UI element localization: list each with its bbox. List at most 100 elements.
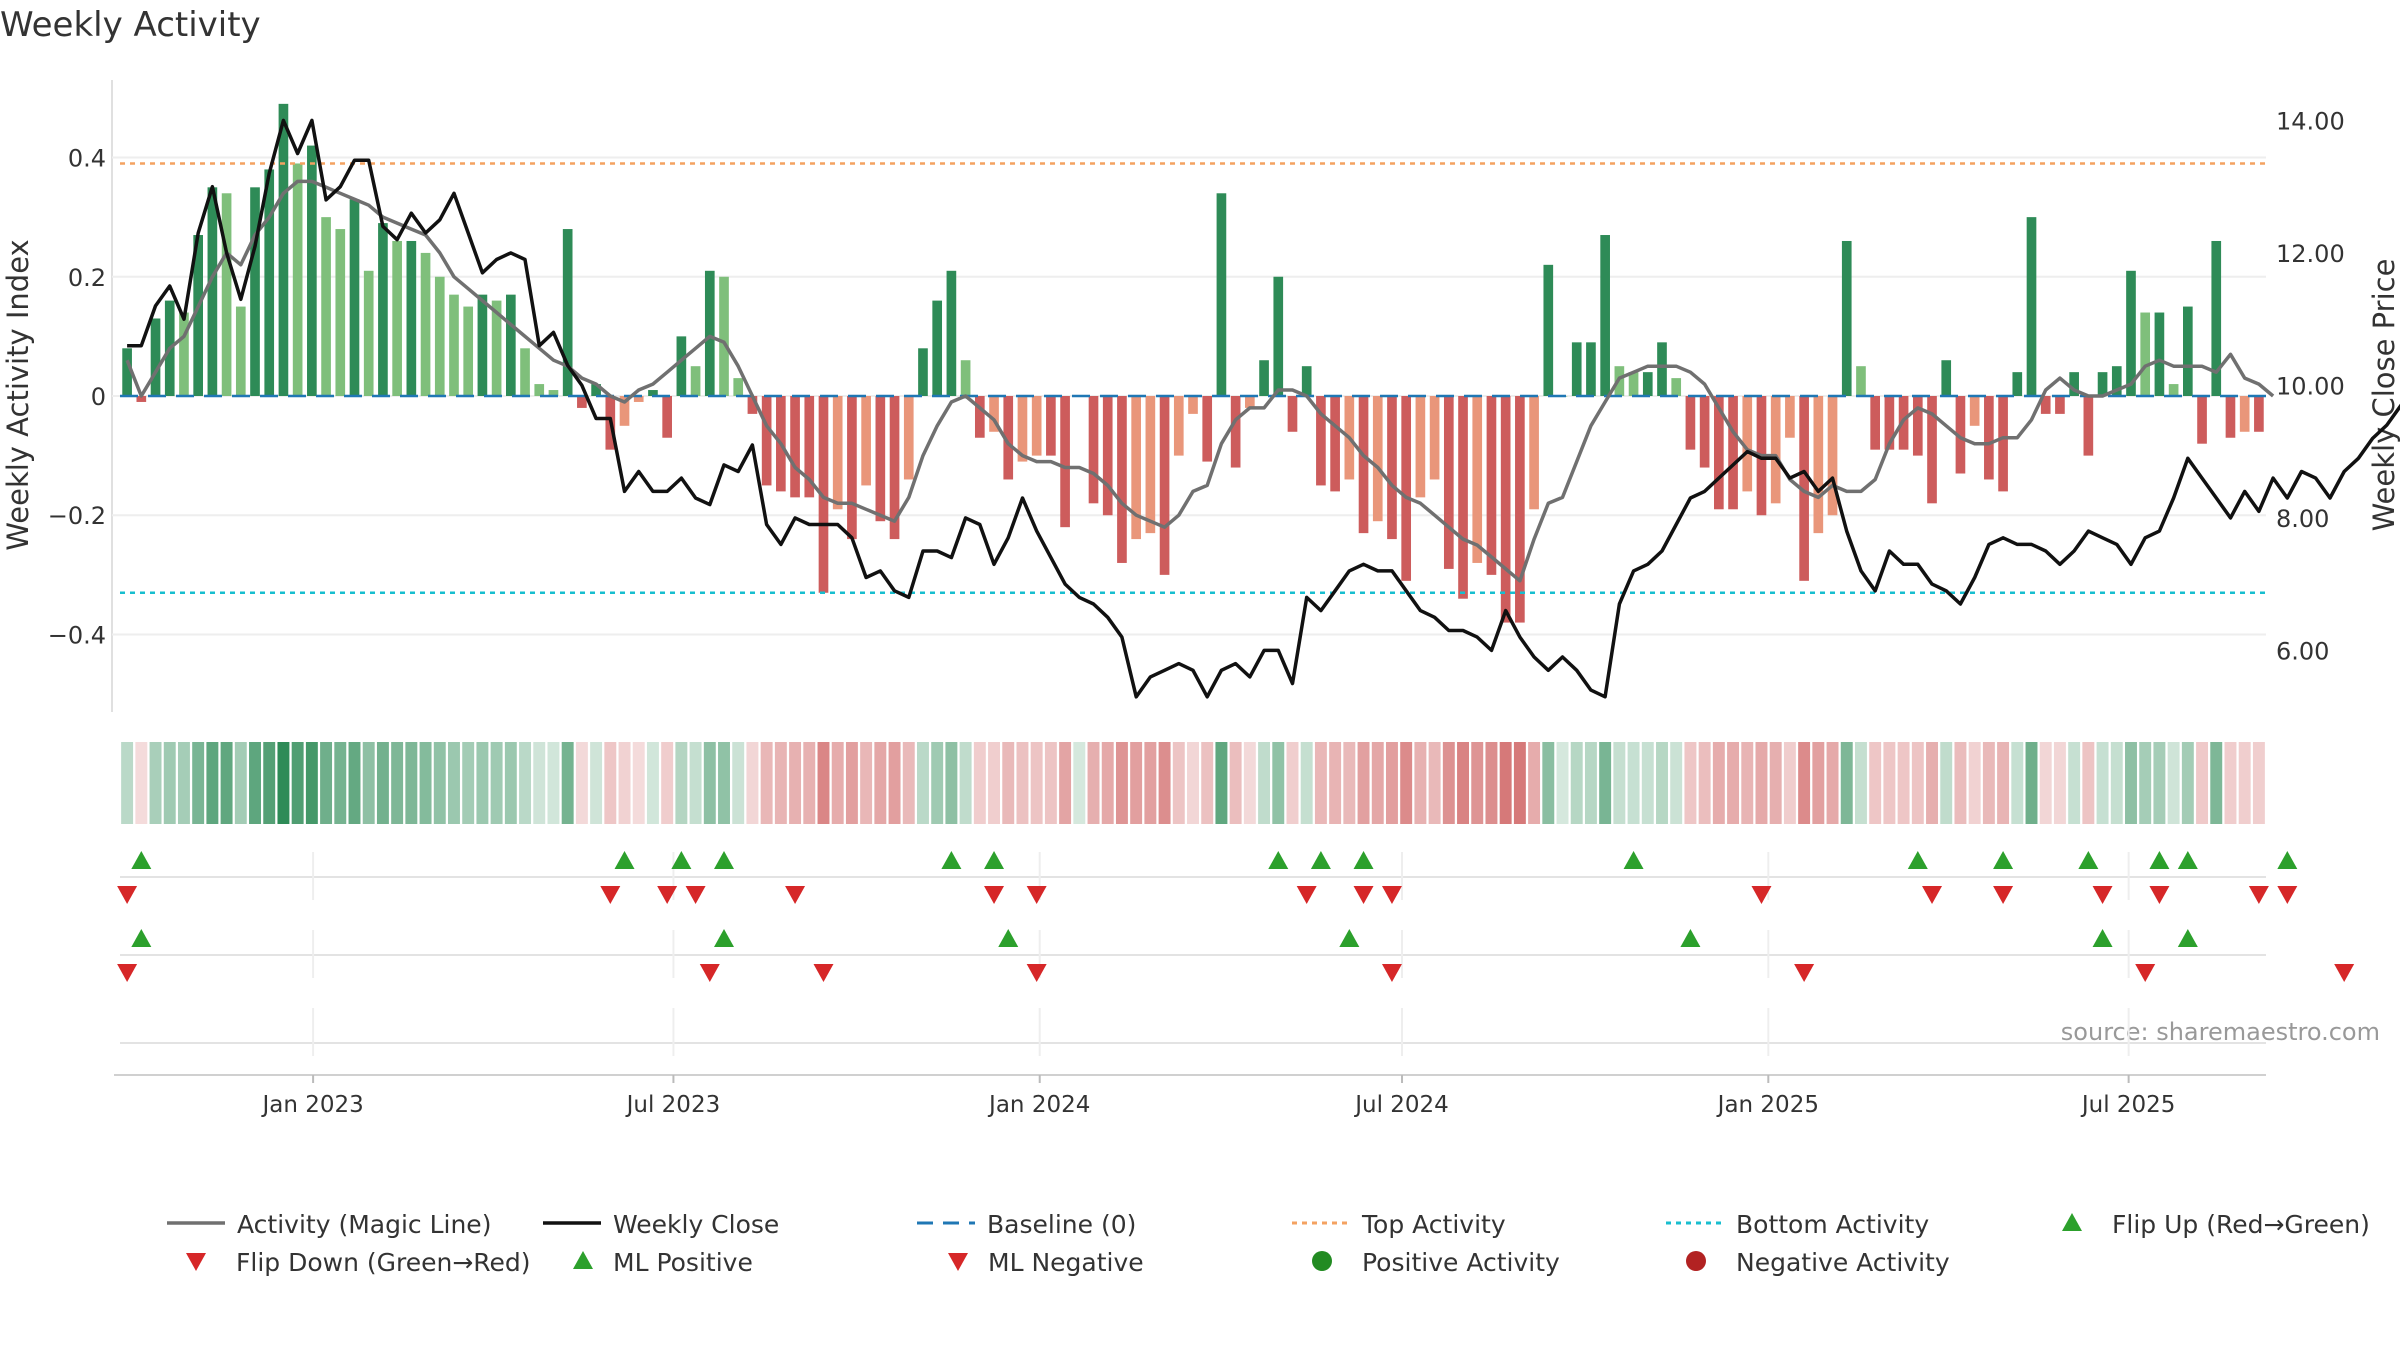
y-tick-right: 12.00 <box>2276 240 2345 268</box>
flip-down-marker <box>1353 886 1374 904</box>
activity-bar-negative <box>136 396 147 402</box>
activity-bar-positive <box>235 306 246 396</box>
flip-down-marker <box>785 886 806 904</box>
activity-bar-negative <box>790 396 800 498</box>
activity-bar-negative <box>1202 396 1213 462</box>
strip-cell <box>1002 742 1015 824</box>
x-tick-label: Jul 2024 <box>1353 1092 1449 1118</box>
activity-bar-negative <box>1984 396 1994 480</box>
strip-cell <box>1243 742 1256 824</box>
magic-line-series <box>125 179 2275 583</box>
strip-cell <box>945 742 958 824</box>
strip-cell <box>1442 742 1455 824</box>
strip-cell <box>831 742 844 824</box>
activity-bar-positive <box>1941 360 1952 396</box>
activity-bar-negative <box>1372 396 1383 522</box>
activity-bar-negative <box>861 396 871 486</box>
strip-cell <box>1286 742 1299 824</box>
strip-cell <box>675 742 688 824</box>
strip-cell <box>845 742 858 824</box>
activity-bar-negative <box>1927 396 1937 504</box>
activity-bar-negative <box>1443 396 1454 569</box>
flip-up-marker <box>984 851 1005 869</box>
strip-cell <box>1144 742 1157 824</box>
strip-cell <box>1187 742 1199 824</box>
strip-cell <box>519 742 532 824</box>
strip-cell <box>703 742 716 824</box>
strip-cell <box>1485 742 1498 824</box>
activity-bar-positive <box>463 306 474 396</box>
activity-bar-positive <box>1216 193 1227 396</box>
legend-label-magic: Activity (Magic Line) <box>237 1210 491 1239</box>
ml-positive-marker <box>2092 929 2113 947</box>
strip-cell <box>291 742 304 824</box>
ml-positive-marker <box>2177 929 2198 947</box>
activity-bar-negative <box>747 396 758 414</box>
strip-cell <box>1172 742 1185 824</box>
strip-cell <box>1641 742 1654 824</box>
activity-bar-positive <box>2069 372 2079 396</box>
strip-cell <box>1627 742 1640 824</box>
legend-label-bottom: Bottom Activity <box>1736 1210 1929 1239</box>
strip-cell <box>1769 742 1782 824</box>
activity-bar-negative <box>1387 396 1397 540</box>
strip-cell <box>220 742 233 824</box>
activity-bar-negative <box>2239 396 2250 432</box>
x-tick-label: Jul 2023 <box>625 1092 721 1118</box>
activity-bar-negative <box>1785 396 1795 438</box>
strip-cell <box>348 742 361 824</box>
strip-cell <box>718 742 730 824</box>
activity-bar-negative <box>761 396 772 486</box>
source-label: source: sharemaestro.com <box>2061 1018 2380 1046</box>
flip-up-marker <box>941 851 962 869</box>
strip-cell <box>1073 742 1086 824</box>
strip-cell <box>1911 742 1924 824</box>
ml-positive-marker <box>1680 929 1701 947</box>
activity-bar-negative <box>1060 396 1070 528</box>
activity-bar-positive <box>2183 306 2193 396</box>
activity-bar-positive <box>449 294 459 396</box>
strip-cell <box>646 742 659 824</box>
activity-bar-positive <box>548 390 559 396</box>
activity-bar-negative <box>1031 396 1042 456</box>
strip-cell <box>689 742 702 824</box>
activity-bar-positive <box>1259 360 1269 396</box>
strip-cell <box>391 742 404 824</box>
activity-bar-negative <box>1173 396 1184 456</box>
ml-negative-marker <box>1794 964 1815 982</box>
strip-cell <box>2196 742 2209 824</box>
strip-cell <box>1840 742 1853 824</box>
activity-bar-negative <box>1358 396 1369 534</box>
activity-bar-positive <box>591 384 601 396</box>
strip-cell <box>1329 742 1342 824</box>
activity-bar-negative <box>2083 396 2094 456</box>
activity-bar-positive <box>420 252 431 396</box>
y-axis-label-right: Weekly Close Price <box>2367 259 2400 532</box>
strip-cell <box>1968 742 1981 824</box>
activity-bar-negative <box>662 396 672 438</box>
activity-bar-positive <box>690 366 701 396</box>
activity-bar-positive <box>2211 240 2222 396</box>
x-tick-label: Jan 2024 <box>987 1092 1090 1118</box>
activity-bar-negative <box>1245 396 1255 408</box>
strip-cell <box>277 742 290 824</box>
strip-cell <box>2082 742 2095 824</box>
strip-cell <box>305 742 318 824</box>
strip-cell <box>1869 742 1882 824</box>
legend-label-close: Weekly Close <box>613 1210 779 1239</box>
flip-up-marker <box>2149 851 2170 869</box>
legend-swatch-flip-down <box>186 1253 206 1271</box>
ml-negative-marker <box>1026 964 1047 982</box>
strip-cell <box>1087 742 1100 824</box>
strip-cell <box>1854 742 1867 824</box>
strip-cell <box>2096 742 2109 824</box>
strip-cell <box>1343 742 1356 824</box>
strip-cell <box>1158 742 1171 824</box>
activity-bar-positive <box>2126 270 2136 396</box>
flip-up-marker <box>1907 851 1928 869</box>
activity-bar-positive <box>946 270 957 396</box>
activity-bar-positive <box>392 240 402 396</box>
ml-positive-marker <box>998 929 1019 947</box>
ml-positive-marker <box>714 929 735 947</box>
